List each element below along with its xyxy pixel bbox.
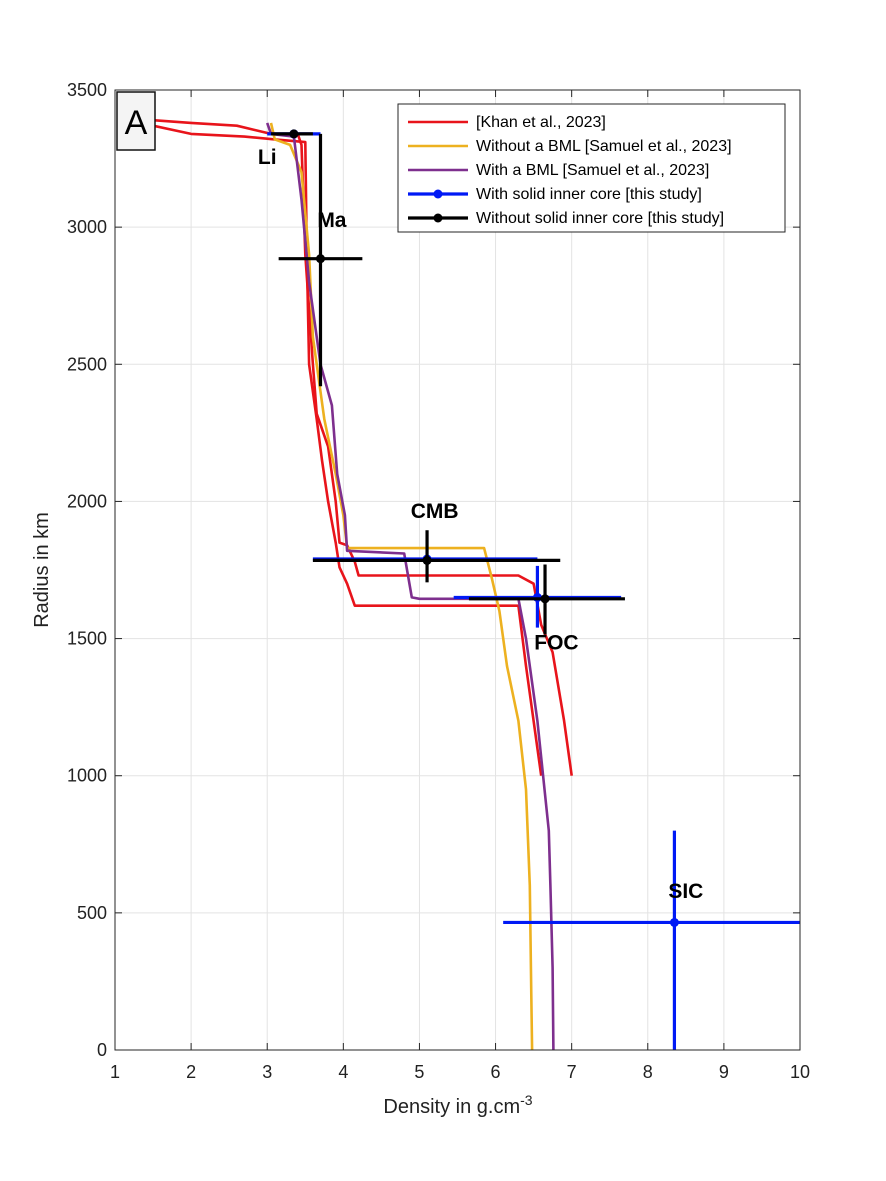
legend-entry: Without solid inner core [this study] [476, 210, 724, 227]
series-line-2-0 [265, 122, 555, 1051]
annotation-label: Li [258, 146, 277, 169]
x-tick-label: 7 [567, 1062, 577, 1082]
y-tick-label: 3000 [67, 217, 107, 237]
legend-marker [433, 213, 443, 223]
y-tick-label: 1500 [67, 629, 107, 649]
x-tick-label: 5 [414, 1062, 424, 1082]
annotations: Li Ma CMB FOC SIC [258, 146, 703, 903]
legend-entry: Without a BML [Samuel et al., 2023] [476, 138, 732, 155]
data-point-4-2 [422, 555, 432, 565]
data-point-4-1 [316, 254, 325, 264]
x-tick-label: 2 [186, 1062, 196, 1082]
annotation-label: Ma [317, 209, 346, 232]
y-axis-title: Radius in km [31, 512, 53, 628]
legend-entry: With a BML [Samuel et al., 2023] [476, 162, 709, 179]
data-point-4-0 [289, 129, 299, 139]
y-tick-label: 0 [97, 1040, 107, 1060]
data-point-3-3 [669, 917, 679, 927]
plot-area [115, 90, 800, 1050]
legend-marker [433, 189, 443, 199]
data-point-4-3 [540, 594, 550, 604]
x-tick-label: 3 [262, 1062, 272, 1082]
plot-frame [114, 89, 801, 1051]
legend-entry: [Khan et al., 2023] [476, 114, 606, 131]
x-tick-label: 9 [719, 1062, 729, 1082]
legend: [Khan et al., 2023] Without a BML [Samuel… [397, 103, 786, 233]
annotation-label: FOC [534, 632, 578, 655]
y-tick-label: 2500 [67, 354, 107, 374]
annotation-label: SIC [668, 880, 703, 903]
x-tick-label: 8 [643, 1062, 653, 1082]
y-tick-label: 3500 [67, 80, 107, 100]
x-axis-title: Density in g.cm-3 [383, 1092, 532, 1118]
ticks: 1 2 3 4 5 6 7 8 9 10 0 500 1000 1500 2000 2500 3000 3500 [67, 80, 810, 1082]
panel-label: A [125, 104, 148, 142]
legend-box [397, 103, 786, 233]
legend-entry: With solid inner core [this study] [476, 186, 702, 203]
annotation-label: CMB [411, 500, 459, 523]
y-tick-label: 2000 [67, 491, 107, 511]
x-tick-label: 4 [338, 1062, 348, 1082]
x-tick-label: 10 [790, 1062, 810, 1082]
panel-label-box: A [116, 91, 156, 151]
y-tick-label: 500 [77, 903, 107, 923]
series-layer [152, 118, 800, 1051]
x-tick-label: 6 [491, 1062, 501, 1082]
x-tick-label: 1 [110, 1062, 120, 1082]
y-tick-label: 1000 [67, 766, 107, 786]
